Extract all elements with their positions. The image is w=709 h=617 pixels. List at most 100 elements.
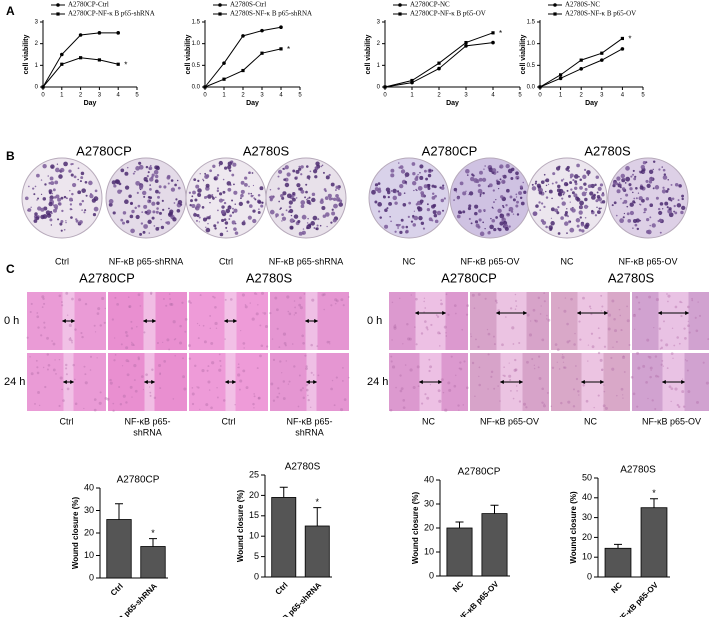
colony-dot	[596, 194, 601, 199]
cell-speck	[620, 387, 624, 391]
colony-dot	[219, 232, 224, 237]
colony-dot	[671, 197, 675, 201]
colony-dot	[144, 179, 147, 182]
cell-speck	[42, 366, 45, 369]
colony-dot	[655, 196, 659, 200]
cell-speck	[440, 299, 442, 302]
colony-dot	[388, 201, 392, 206]
colony-dot	[332, 197, 337, 201]
cell-speck	[601, 369, 603, 371]
colony-dot	[63, 195, 67, 199]
colony-dot	[626, 212, 630, 216]
cell-speck	[508, 374, 512, 378]
cell-speck	[688, 331, 691, 334]
cell-speck	[93, 408, 97, 412]
colony-dot	[504, 226, 509, 231]
colony-dot	[403, 192, 406, 194]
cell-speck	[473, 307, 476, 310]
legend-marker	[553, 3, 557, 7]
y-tick-label: 0	[35, 85, 39, 91]
colony-dot	[260, 204, 264, 208]
colony-dot	[118, 182, 122, 186]
cell-speck	[328, 341, 331, 343]
cell-speck	[158, 364, 162, 368]
y-tick-label: 0.0	[527, 85, 536, 91]
colony-dot	[250, 194, 254, 198]
colony-dot	[455, 191, 458, 193]
cell-speck	[43, 326, 46, 329]
colony-dot	[234, 231, 239, 235]
colony-dot	[330, 182, 335, 187]
cell-speck	[409, 368, 413, 372]
cell-speck	[400, 387, 404, 390]
cell-speck	[543, 292, 546, 294]
colony-dot	[135, 180, 141, 186]
colony-dot	[69, 207, 72, 211]
cell-speck	[440, 378, 444, 382]
colony-dot	[154, 179, 159, 183]
cell-speck	[648, 355, 652, 359]
colony-dot	[640, 164, 645, 170]
cell-speck	[486, 328, 489, 331]
cell-speck	[666, 293, 668, 295]
cell-speck	[172, 398, 175, 400]
cell-speck	[654, 407, 657, 410]
colony-dot	[155, 226, 160, 231]
colony-dot	[167, 174, 171, 179]
colony-dot	[561, 201, 566, 206]
colony-dot	[65, 197, 68, 199]
cell-speck	[305, 367, 308, 371]
colony-dot	[643, 211, 646, 214]
cell-speck	[538, 355, 541, 358]
cell-speck	[317, 374, 320, 377]
colony-dot	[531, 186, 537, 191]
colony-dot	[300, 204, 305, 209]
colony-dot	[417, 206, 423, 212]
colony-dot	[478, 177, 483, 182]
colony-dot	[645, 197, 650, 201]
cell-speck	[561, 354, 564, 356]
colony-dot	[465, 168, 470, 174]
colony-dot	[35, 216, 40, 221]
colony-dot	[158, 226, 160, 229]
colony-dot	[191, 203, 196, 208]
legend-label: A2780S-NF-κ B p65-OV	[565, 10, 636, 18]
colony-dot	[28, 185, 30, 188]
colony-dot	[58, 174, 63, 179]
bar	[604, 547, 632, 578]
colony-dot	[582, 174, 587, 179]
cell-speck	[429, 383, 432, 386]
cell-speck	[602, 404, 606, 408]
cell-speck	[582, 384, 585, 387]
colony-dot	[667, 178, 669, 181]
cell-speck	[490, 370, 494, 374]
colony-dot	[634, 175, 637, 178]
cell-speck	[389, 408, 393, 412]
cell-speck	[540, 305, 542, 307]
colony-dot	[399, 230, 403, 235]
colony-dot	[77, 167, 80, 170]
colony-dot	[576, 163, 580, 168]
legend-label: A2780S-NF-κ B p65-shRNA	[230, 10, 312, 18]
colony-dot	[620, 183, 622, 186]
cell-speck	[109, 378, 112, 382]
colony-dot	[562, 178, 565, 180]
cell-speck	[558, 307, 560, 309]
colony-dot	[149, 188, 152, 191]
point	[79, 56, 83, 60]
colony-dot	[258, 208, 260, 210]
colony-dot	[331, 208, 334, 211]
colony-dot	[81, 188, 86, 193]
cell-speck	[143, 331, 146, 334]
colony-dot	[398, 192, 402, 197]
wound-group-title: A2780CP	[441, 270, 497, 285]
cell-speck	[511, 326, 515, 330]
y-tick-label: 0	[89, 572, 94, 582]
colony-dot	[490, 217, 492, 220]
y-tick-label: 50	[582, 472, 592, 482]
cell-speck	[537, 366, 540, 369]
colony-dot	[585, 191, 588, 193]
cell-speck	[170, 303, 174, 306]
cell-speck	[68, 337, 72, 341]
cell-speck	[575, 365, 577, 367]
